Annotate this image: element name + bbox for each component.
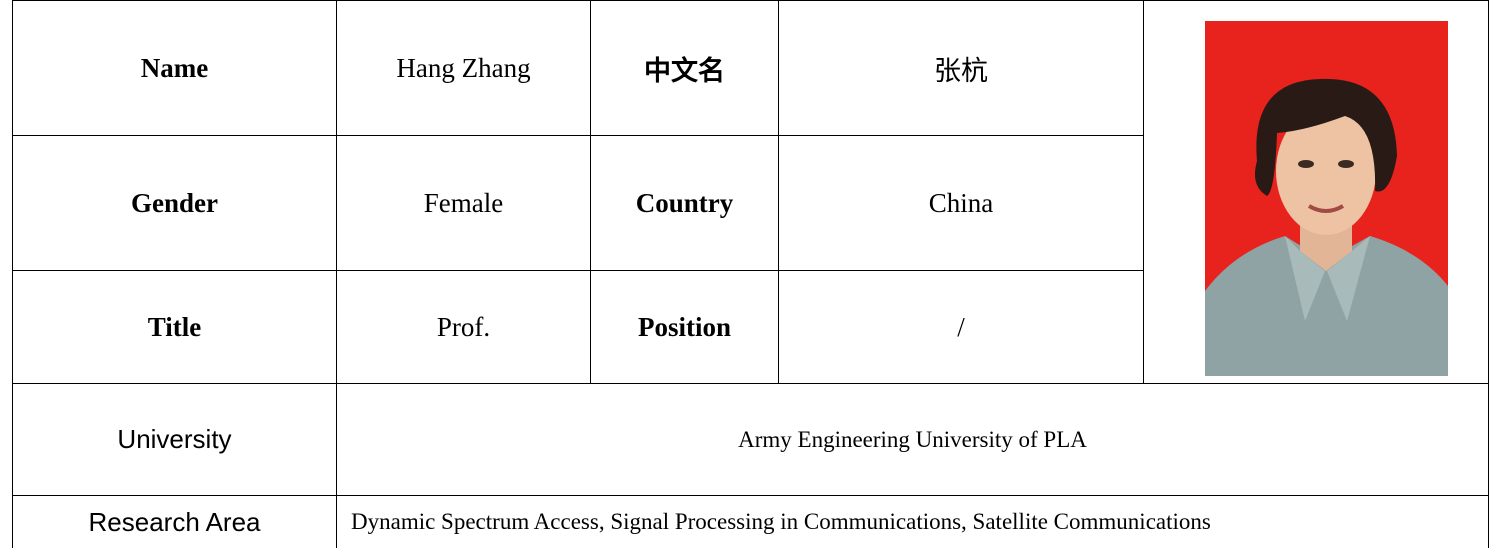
label-cell: Position [590,270,779,384]
value-cell: Female [336,135,591,271]
value-cell: Army Engineering University of PLA [336,383,1489,496]
value-cell: 张杭 [778,0,1144,136]
photo-cell [1143,0,1489,384]
label-cell: Research Area [12,495,337,548]
value-cell: China [778,135,1144,271]
label-cell: Gender [12,135,337,271]
label-cell: 中文名 [590,0,779,136]
portrait-photo [1205,21,1448,376]
label-cell: Title [12,270,337,384]
value-cell: Hang Zhang [336,0,591,136]
value-cell: Dynamic Spectrum Access, Signal Processi… [336,495,1489,548]
label-cell: Name [12,0,337,136]
label-cell: Country [590,135,779,271]
value-cell: Prof. [336,270,591,384]
label-cell: University [12,383,337,496]
value-cell: / [778,270,1144,384]
